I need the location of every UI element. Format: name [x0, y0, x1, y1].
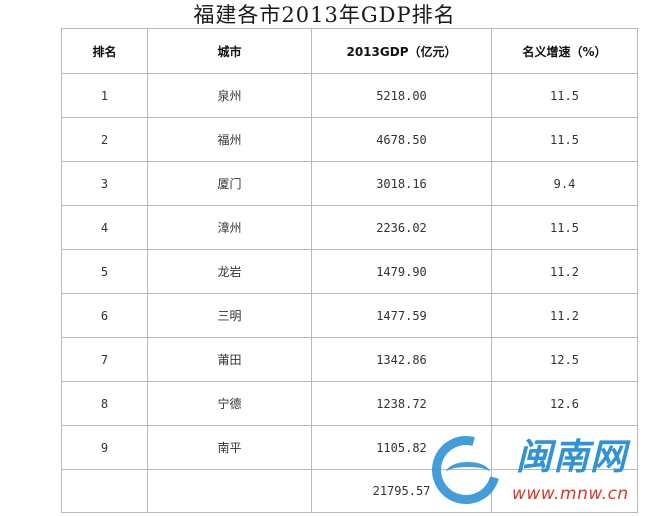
growth-cell: 12.6: [491, 381, 638, 426]
city-cell: 南平: [147, 425, 312, 470]
rank-cell: 3: [61, 161, 148, 206]
city-cell: 莆田: [147, 337, 312, 382]
growth-cell: 9.4: [491, 161, 638, 206]
table-row: 4 漳州 2236.02 11.5: [61, 205, 638, 250]
gdp-cell: 1477.59: [311, 293, 492, 338]
city-cell: 厦门: [147, 161, 312, 206]
rank-cell: 5: [61, 249, 148, 294]
table-header-row: 排名 城市 2013GDP（亿元） 名义增速（%）: [61, 28, 638, 74]
growth-cell: 11.2: [491, 293, 638, 338]
gdp-cell: 1238.72: [311, 381, 492, 426]
table-row: 5 龙岩 1479.90 11.2: [61, 249, 638, 294]
gdp-cell: 1479.90: [311, 249, 492, 294]
gdp-cell: 3018.16: [311, 161, 492, 206]
rank-cell: 2: [61, 117, 148, 162]
watermark-name: 闽南网: [516, 437, 628, 478]
city-cell: 福州: [147, 117, 312, 162]
rank-cell: 8: [61, 381, 148, 426]
growth-cell: 11.2: [491, 249, 638, 294]
city-cell: 宁德: [147, 381, 312, 426]
rank-cell: 4: [61, 205, 148, 250]
total-city-cell: [147, 469, 312, 513]
rank-cell: 1: [61, 73, 148, 118]
rank-cell: 7: [61, 337, 148, 382]
header-rank: 排名: [61, 28, 148, 74]
page-title: 福建各市2013年GDP排名: [193, 3, 456, 27]
total-rank-cell: [61, 469, 148, 513]
table-row: 8 宁德 1238.72 12.6: [61, 381, 638, 426]
gdp-cell: 5218.00: [311, 73, 492, 118]
header-gdp: 2013GDP（亿元）: [311, 28, 492, 74]
watermark-url: www.mnw.cn: [512, 484, 629, 504]
rank-cell: 6: [61, 293, 148, 338]
header-growth: 名义增速（%）: [491, 28, 638, 74]
growth-cell: [491, 425, 638, 470]
table-row: 1 泉州 5218.00 11.5: [61, 73, 638, 118]
city-cell: 泉州: [147, 73, 312, 118]
city-cell: 三明: [147, 293, 312, 338]
gdp-cell: 1342.86: [311, 337, 492, 382]
header-city: 城市: [147, 28, 312, 74]
table-row: 3 厦门 3018.16 9.4: [61, 161, 638, 206]
gdp-ranking-table: 排名 城市 2013GDP（亿元） 名义增速（%） 1 泉州 5218.00 1…: [61, 28, 638, 513]
growth-cell: 11.5: [491, 205, 638, 250]
gdp-cell: 4678.50: [311, 117, 492, 162]
watermark: 闽南网 www.mnw.cn: [419, 423, 649, 516]
city-cell: 漳州: [147, 205, 312, 250]
table-row: 2 福州 4678.50 11.5: [61, 117, 638, 162]
table-row: 7 莆田 1342.86 12.5: [61, 337, 638, 382]
growth-cell: 11.5: [491, 73, 638, 118]
total-growth-cell: [491, 469, 638, 513]
gdp-cell: 2236.02: [311, 205, 492, 250]
growth-cell: 12.5: [491, 337, 638, 382]
table-row: 6 三明 1477.59 11.2: [61, 293, 638, 338]
rank-cell: 9: [61, 425, 148, 470]
total-row: 21795.57: [61, 469, 638, 513]
growth-cell: 11.5: [491, 117, 638, 162]
city-cell: 龙岩: [147, 249, 312, 294]
wave-logo-icon: [446, 462, 490, 483]
